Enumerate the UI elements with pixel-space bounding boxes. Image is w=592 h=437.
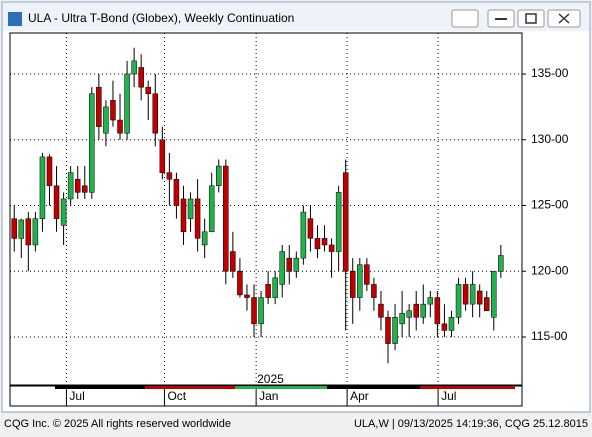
y-tick-label: 120-00 bbox=[531, 263, 569, 277]
candle-body bbox=[462, 284, 469, 305]
strip-segment bbox=[420, 386, 515, 389]
candle-body bbox=[201, 231, 208, 246]
candle-body bbox=[237, 271, 243, 296]
candle-body bbox=[371, 284, 377, 298]
candle-body bbox=[349, 271, 356, 298]
candle-body bbox=[208, 185, 215, 233]
chart-title: ULA - Ultra T-Bond (Globex), Weekly Cont… bbox=[28, 11, 294, 25]
close-icon bbox=[558, 13, 570, 24]
candle-body bbox=[498, 255, 504, 272]
candle-body bbox=[244, 294, 250, 298]
candle-body bbox=[427, 297, 434, 305]
candle-body bbox=[476, 290, 483, 305]
candle-body bbox=[434, 297, 441, 325]
strip-segment bbox=[327, 386, 420, 389]
footer-left: CQG Inc. © 2025 All rights reserved worl… bbox=[4, 418, 231, 430]
candle-body bbox=[215, 165, 222, 187]
candle-body bbox=[364, 264, 370, 285]
y-tick-label: 135-00 bbox=[531, 66, 569, 80]
candle-body bbox=[67, 172, 74, 200]
candle-body bbox=[314, 238, 321, 250]
candle-body bbox=[406, 310, 412, 318]
candle-body bbox=[145, 86, 151, 94]
x-tick-label: Jan bbox=[259, 389, 278, 403]
candle-body bbox=[258, 297, 264, 325]
candle-body bbox=[293, 257, 300, 272]
candle-body bbox=[279, 251, 285, 285]
year-label: 2025 bbox=[257, 372, 284, 386]
candle-body bbox=[251, 297, 257, 325]
candle-body bbox=[328, 244, 335, 252]
y-tick-label: 115-00 bbox=[531, 329, 568, 343]
candle-body bbox=[483, 297, 490, 311]
candle-body bbox=[342, 172, 349, 272]
candle-body bbox=[413, 303, 419, 318]
candle-body bbox=[307, 218, 314, 239]
candle-body bbox=[286, 257, 293, 272]
candle-body bbox=[159, 139, 166, 173]
candle-body bbox=[25, 218, 32, 246]
candle-body bbox=[89, 93, 95, 193]
candle-body bbox=[32, 218, 39, 246]
candle-body bbox=[469, 284, 476, 305]
candle-body bbox=[131, 60, 137, 75]
candle-body bbox=[18, 219, 25, 239]
candle-body bbox=[39, 156, 46, 219]
candle-body bbox=[378, 303, 384, 318]
plot-area bbox=[9, 32, 523, 386]
candle-body bbox=[385, 317, 391, 344]
candle-body bbox=[399, 313, 405, 325]
x-tick-label: Apr bbox=[350, 389, 369, 403]
candle-body bbox=[441, 323, 448, 331]
candle-body bbox=[110, 100, 116, 121]
candle-body bbox=[321, 238, 328, 246]
candle-body bbox=[265, 284, 271, 298]
strip-segment bbox=[235, 386, 327, 389]
candle-body bbox=[180, 198, 187, 233]
candle-body bbox=[11, 218, 17, 239]
candle-body bbox=[300, 211, 307, 259]
y-tick-label: 125-00 bbox=[531, 198, 569, 212]
strip-segment bbox=[145, 386, 235, 389]
maximize-icon bbox=[525, 13, 537, 24]
footer-right: ULA,W | 09/13/2025 14:19:36, CQG 25.12.8… bbox=[354, 418, 588, 430]
candle-body bbox=[96, 86, 102, 127]
candle-body bbox=[103, 106, 109, 134]
x-tick-label: Jul bbox=[441, 389, 456, 403]
candle-body bbox=[230, 251, 236, 272]
strip-segment bbox=[55, 386, 145, 389]
candle-body bbox=[187, 198, 194, 219]
candle-body bbox=[491, 271, 497, 318]
candle-body bbox=[357, 264, 363, 298]
candle-body bbox=[152, 93, 159, 134]
candle-body bbox=[455, 284, 462, 318]
candle-body bbox=[272, 277, 278, 298]
y-tick-label: 130-00 bbox=[531, 132, 569, 146]
x-tick-label: Jul bbox=[69, 389, 84, 403]
candle-body bbox=[335, 192, 342, 252]
app-icon bbox=[8, 12, 22, 26]
candle-body bbox=[223, 165, 229, 272]
candle-body bbox=[82, 185, 88, 193]
maximize-button[interactable] bbox=[517, 9, 545, 28]
candle-body bbox=[46, 156, 53, 187]
link-button[interactable] bbox=[451, 9, 479, 28]
candle-body bbox=[420, 303, 427, 318]
x-tick-label: Oct bbox=[167, 389, 186, 403]
candle-body bbox=[74, 178, 81, 193]
candle-body bbox=[53, 185, 60, 219]
candle-body bbox=[166, 172, 173, 180]
candle-body bbox=[392, 317, 398, 344]
candle-body bbox=[117, 119, 123, 134]
candle-body bbox=[194, 198, 201, 239]
candle-body bbox=[60, 198, 67, 226]
candle-body bbox=[448, 317, 455, 331]
candle-body bbox=[124, 73, 130, 134]
candle-body bbox=[173, 178, 180, 206]
candle-body bbox=[138, 67, 144, 88]
